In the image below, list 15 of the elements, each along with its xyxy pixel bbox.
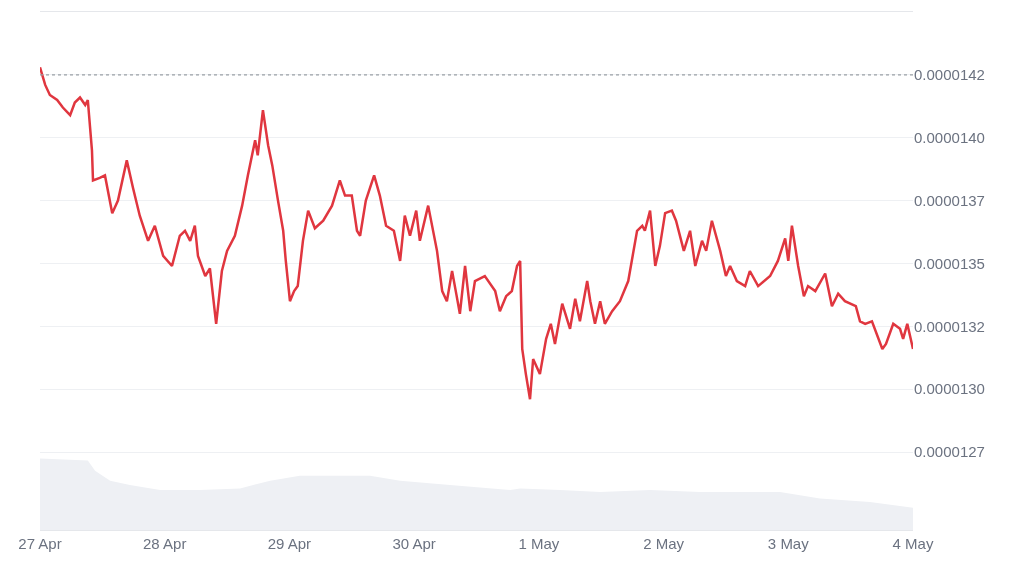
x-tick-label: 1 May bbox=[518, 535, 560, 552]
y-tick-label: 0.0000137 bbox=[914, 191, 985, 209]
y-tick-label: 0.0000142 bbox=[914, 66, 985, 84]
y-tick-label: 0.0000140 bbox=[914, 128, 985, 146]
y-tick-label: 0.0000127 bbox=[914, 443, 985, 461]
x-tick-label: 2 May bbox=[643, 535, 685, 552]
y-tick-label: 0.0000132 bbox=[914, 317, 985, 335]
y-tick-label: 0.0000130 bbox=[914, 380, 985, 398]
x-tick-label: 30 Apr bbox=[392, 535, 436, 552]
x-tick-label: 28 Apr bbox=[143, 535, 187, 552]
x-tick-label: 3 May bbox=[767, 535, 810, 552]
x-tick-label: 29 Apr bbox=[267, 535, 312, 552]
x-tick-label: 27 Apr bbox=[18, 535, 62, 552]
x-tick-label: 4 May bbox=[892, 535, 934, 552]
y-tick-label: 0.0000135 bbox=[914, 254, 985, 272]
